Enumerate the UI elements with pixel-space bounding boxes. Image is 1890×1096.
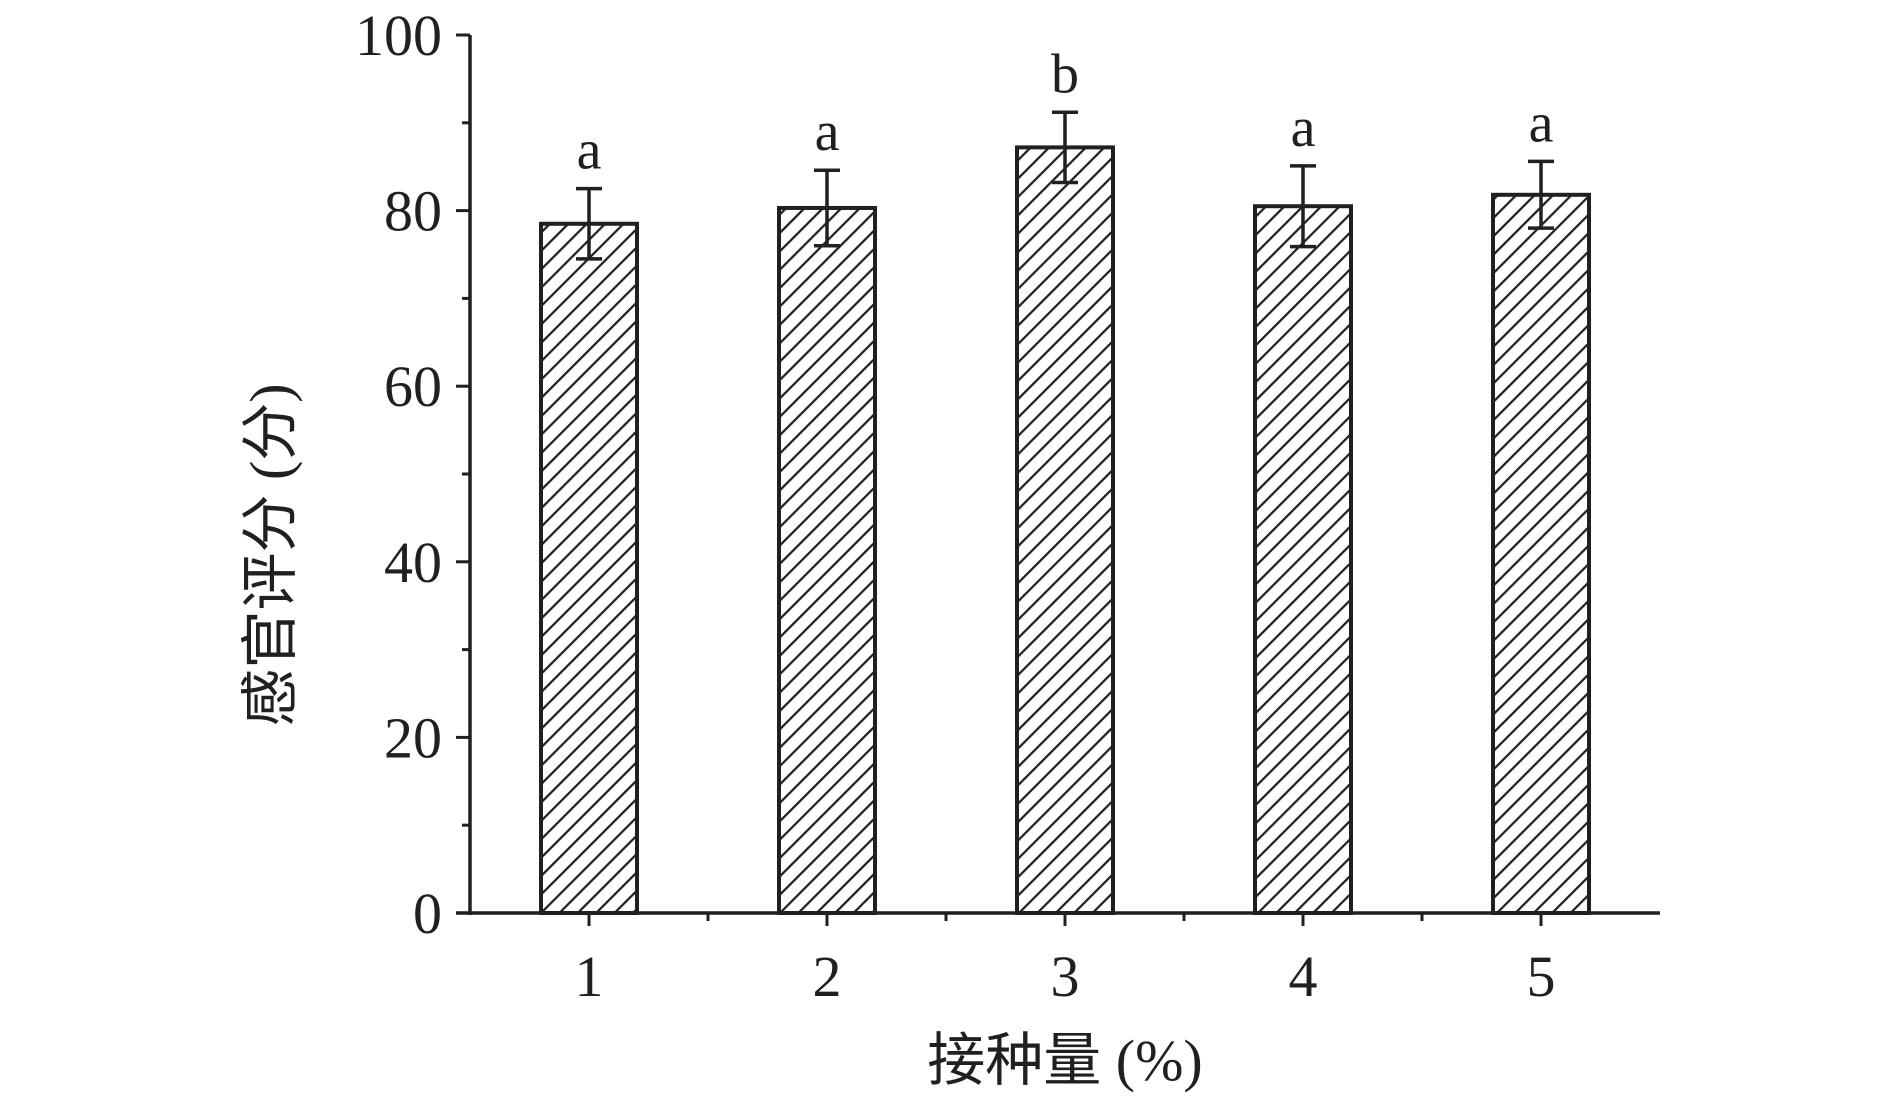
y-tick-label: 40 [384,530,442,595]
x-tick-label: 4 [1289,944,1318,1009]
labels-layer: 接种量 (%) 感官评分 (分) a 1 a 2 b 3 a 4 a 5 0 20 40 60 80 100 [238,3,1556,1093]
x-axis-title: 接种量 (%) [927,1028,1202,1093]
bar [777,205,877,915]
y-tick-label: 20 [384,705,442,770]
x-tick-label: 2 [813,944,842,1009]
bar [1491,192,1591,915]
bars-layer [539,110,1591,916]
y-tick-label: 0 [413,881,442,946]
y-tick-label: 60 [384,354,442,419]
bar [539,221,639,915]
bar [1015,145,1115,916]
x-tick-label: 3 [1051,944,1080,1009]
significance-label: a [1529,92,1554,154]
significance-label: b [1051,43,1079,105]
significance-label: a [577,120,602,182]
y-tick-label: 80 [384,179,442,244]
axes-layer [456,33,1660,926]
y-axis-title: 感官评分 (分) [238,383,303,726]
bar [1253,204,1353,915]
x-tick-label: 1 [575,944,604,1009]
significance-label: a [1291,97,1316,159]
significance-label: a [815,101,840,163]
y-tick-label: 100 [355,3,442,68]
x-tick-label: 5 [1527,944,1556,1009]
